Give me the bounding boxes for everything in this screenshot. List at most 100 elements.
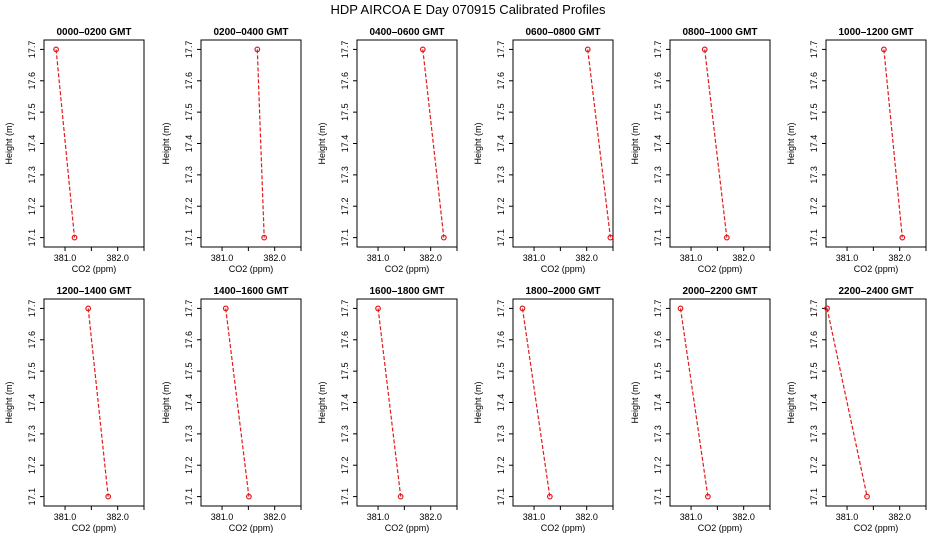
y-tick-label: 17.4 bbox=[496, 135, 506, 153]
y-tick-label: 17.6 bbox=[653, 72, 663, 90]
y-tick-label: 17.4 bbox=[653, 135, 663, 153]
y-tick-label: 17.6 bbox=[184, 331, 194, 349]
y-tick-label: 17.5 bbox=[184, 103, 194, 121]
data-point bbox=[546, 493, 553, 500]
y-axis-label: Height (m) bbox=[4, 122, 14, 164]
y-tick-label: 17.4 bbox=[809, 394, 819, 412]
x-tick-label: 381.0 bbox=[836, 253, 859, 263]
x-tick-label: 382.0 bbox=[732, 512, 755, 522]
y-tick-label: 17.1 bbox=[340, 488, 350, 506]
y-axis-label: Height (m) bbox=[161, 122, 171, 164]
plot-frame bbox=[512, 39, 614, 248]
plot-frame bbox=[200, 39, 302, 248]
y-tick-label: 17.4 bbox=[340, 394, 350, 412]
y-tick-label: 17.6 bbox=[27, 72, 37, 90]
profile-panel: 2000–2200 GMT 17.1 17.2 17.3 17.4 17.5 17.6 17.… bbox=[630, 286, 771, 533]
profile-panel: 0400–0600 GMT 17.1 17.2 17.3 17.4 17.5 17.6 17.… bbox=[317, 27, 458, 274]
y-tick-label: 17.6 bbox=[496, 331, 506, 349]
y-tick-label: 17.2 bbox=[184, 456, 194, 474]
y-tick-label: 17.6 bbox=[809, 331, 819, 349]
y-axis-label: Height (m) bbox=[161, 381, 171, 423]
y-tick-label: 17.3 bbox=[27, 425, 37, 443]
x-tick-label: 382.0 bbox=[888, 253, 911, 263]
y-tick-label: 17.7 bbox=[340, 41, 350, 59]
data-point bbox=[701, 46, 708, 53]
y-tick-label: 17.7 bbox=[496, 41, 506, 59]
y-tick-label: 17.3 bbox=[27, 166, 37, 184]
panel-title: 1000–1200 GMT bbox=[838, 27, 913, 38]
x-tick-label: 381.0 bbox=[211, 253, 234, 263]
x-axis-label: CO2 (ppm) bbox=[72, 264, 117, 274]
y-tick-label: 17.3 bbox=[496, 166, 506, 184]
data-point bbox=[824, 305, 830, 312]
y-axis-label: Height (m) bbox=[630, 381, 640, 423]
panel-title: 0400–0600 GMT bbox=[369, 27, 444, 38]
y-tick-label: 17.5 bbox=[496, 362, 506, 380]
x-tick-label: 382.0 bbox=[263, 512, 286, 522]
x-tick-label: 381.0 bbox=[523, 512, 546, 522]
x-tick-label: 381.0 bbox=[680, 512, 703, 522]
y-tick-label: 17.5 bbox=[340, 362, 350, 380]
data-point bbox=[53, 46, 60, 53]
x-tick-label: 382.0 bbox=[419, 253, 442, 263]
data-point bbox=[222, 305, 229, 312]
y-tick-label: 17.1 bbox=[809, 488, 819, 506]
panel-title: 0800–1000 GMT bbox=[682, 27, 757, 38]
profile-line bbox=[704, 49, 728, 238]
y-tick-label: 17.4 bbox=[809, 135, 819, 153]
y-tick-label: 17.3 bbox=[340, 166, 350, 184]
y-tick-label: 17.7 bbox=[809, 41, 819, 59]
y-tick-label: 17.1 bbox=[653, 229, 663, 247]
y-tick-label: 17.7 bbox=[653, 300, 663, 318]
y-tick-label: 17.3 bbox=[653, 425, 663, 443]
y-tick-label: 17.1 bbox=[184, 488, 194, 506]
panel-title: 0200–0400 GMT bbox=[213, 27, 288, 38]
y-axis-label: Height (m) bbox=[473, 381, 483, 423]
y-tick-label: 17.6 bbox=[653, 331, 663, 349]
x-tick-label: 381.0 bbox=[367, 253, 390, 263]
x-tick-label: 382.0 bbox=[732, 253, 755, 263]
y-tick-label: 17.3 bbox=[184, 166, 194, 184]
profile-panel: 0200–0400 GMT 17.1 17.2 17.3 17.4 17.5 17.6 17.… bbox=[161, 27, 302, 274]
panel-title: 1600–1800 GMT bbox=[369, 286, 444, 297]
x-axis-label: CO2 (ppm) bbox=[72, 523, 117, 533]
profile-line bbox=[521, 308, 551, 497]
y-tick-label: 17.3 bbox=[809, 425, 819, 443]
y-tick-label: 17.7 bbox=[496, 300, 506, 318]
plot-frame bbox=[512, 298, 614, 507]
x-axis-label: CO2 (ppm) bbox=[385, 264, 430, 274]
profile-line bbox=[225, 308, 250, 497]
y-tick-label: 17.5 bbox=[809, 362, 819, 380]
plot-frame bbox=[43, 298, 145, 507]
y-tick-label: 17.2 bbox=[184, 197, 194, 215]
profile-panel: 1200–1400 GMT 17.1 17.2 17.3 17.4 17.5 17.6 17.… bbox=[4, 286, 145, 533]
profile-panel: 1600–1800 GMT 17.1 17.2 17.3 17.4 17.5 17.6 17.… bbox=[317, 286, 458, 533]
data-point bbox=[899, 234, 906, 241]
x-tick-label: 381.0 bbox=[836, 512, 859, 522]
y-tick-label: 17.3 bbox=[496, 425, 506, 443]
data-point bbox=[880, 46, 887, 53]
x-axis-label: CO2 (ppm) bbox=[229, 264, 274, 274]
data-point bbox=[85, 305, 92, 312]
y-tick-label: 17.1 bbox=[496, 229, 506, 247]
y-tick-label: 17.5 bbox=[27, 362, 37, 380]
profile-line bbox=[377, 308, 402, 497]
y-axis-label: Height (m) bbox=[630, 122, 640, 164]
x-axis-label: CO2 (ppm) bbox=[698, 523, 743, 533]
profile-line bbox=[55, 49, 76, 238]
profile-line bbox=[422, 49, 445, 238]
data-point bbox=[584, 46, 591, 53]
y-tick-label: 17.3 bbox=[184, 425, 194, 443]
y-tick-label: 17.1 bbox=[27, 229, 37, 247]
y-tick-label: 17.1 bbox=[496, 488, 506, 506]
y-axis-label: Height (m) bbox=[317, 122, 327, 164]
x-axis-label: CO2 (ppm) bbox=[385, 523, 430, 533]
x-tick-label: 382.0 bbox=[575, 253, 598, 263]
x-axis-label: CO2 (ppm) bbox=[854, 523, 899, 533]
x-tick-label: 382.0 bbox=[419, 512, 442, 522]
y-tick-label: 17.4 bbox=[184, 135, 194, 153]
y-tick-label: 17.5 bbox=[340, 103, 350, 121]
x-tick-label: 382.0 bbox=[106, 253, 129, 263]
y-tick-label: 17.1 bbox=[653, 488, 663, 506]
